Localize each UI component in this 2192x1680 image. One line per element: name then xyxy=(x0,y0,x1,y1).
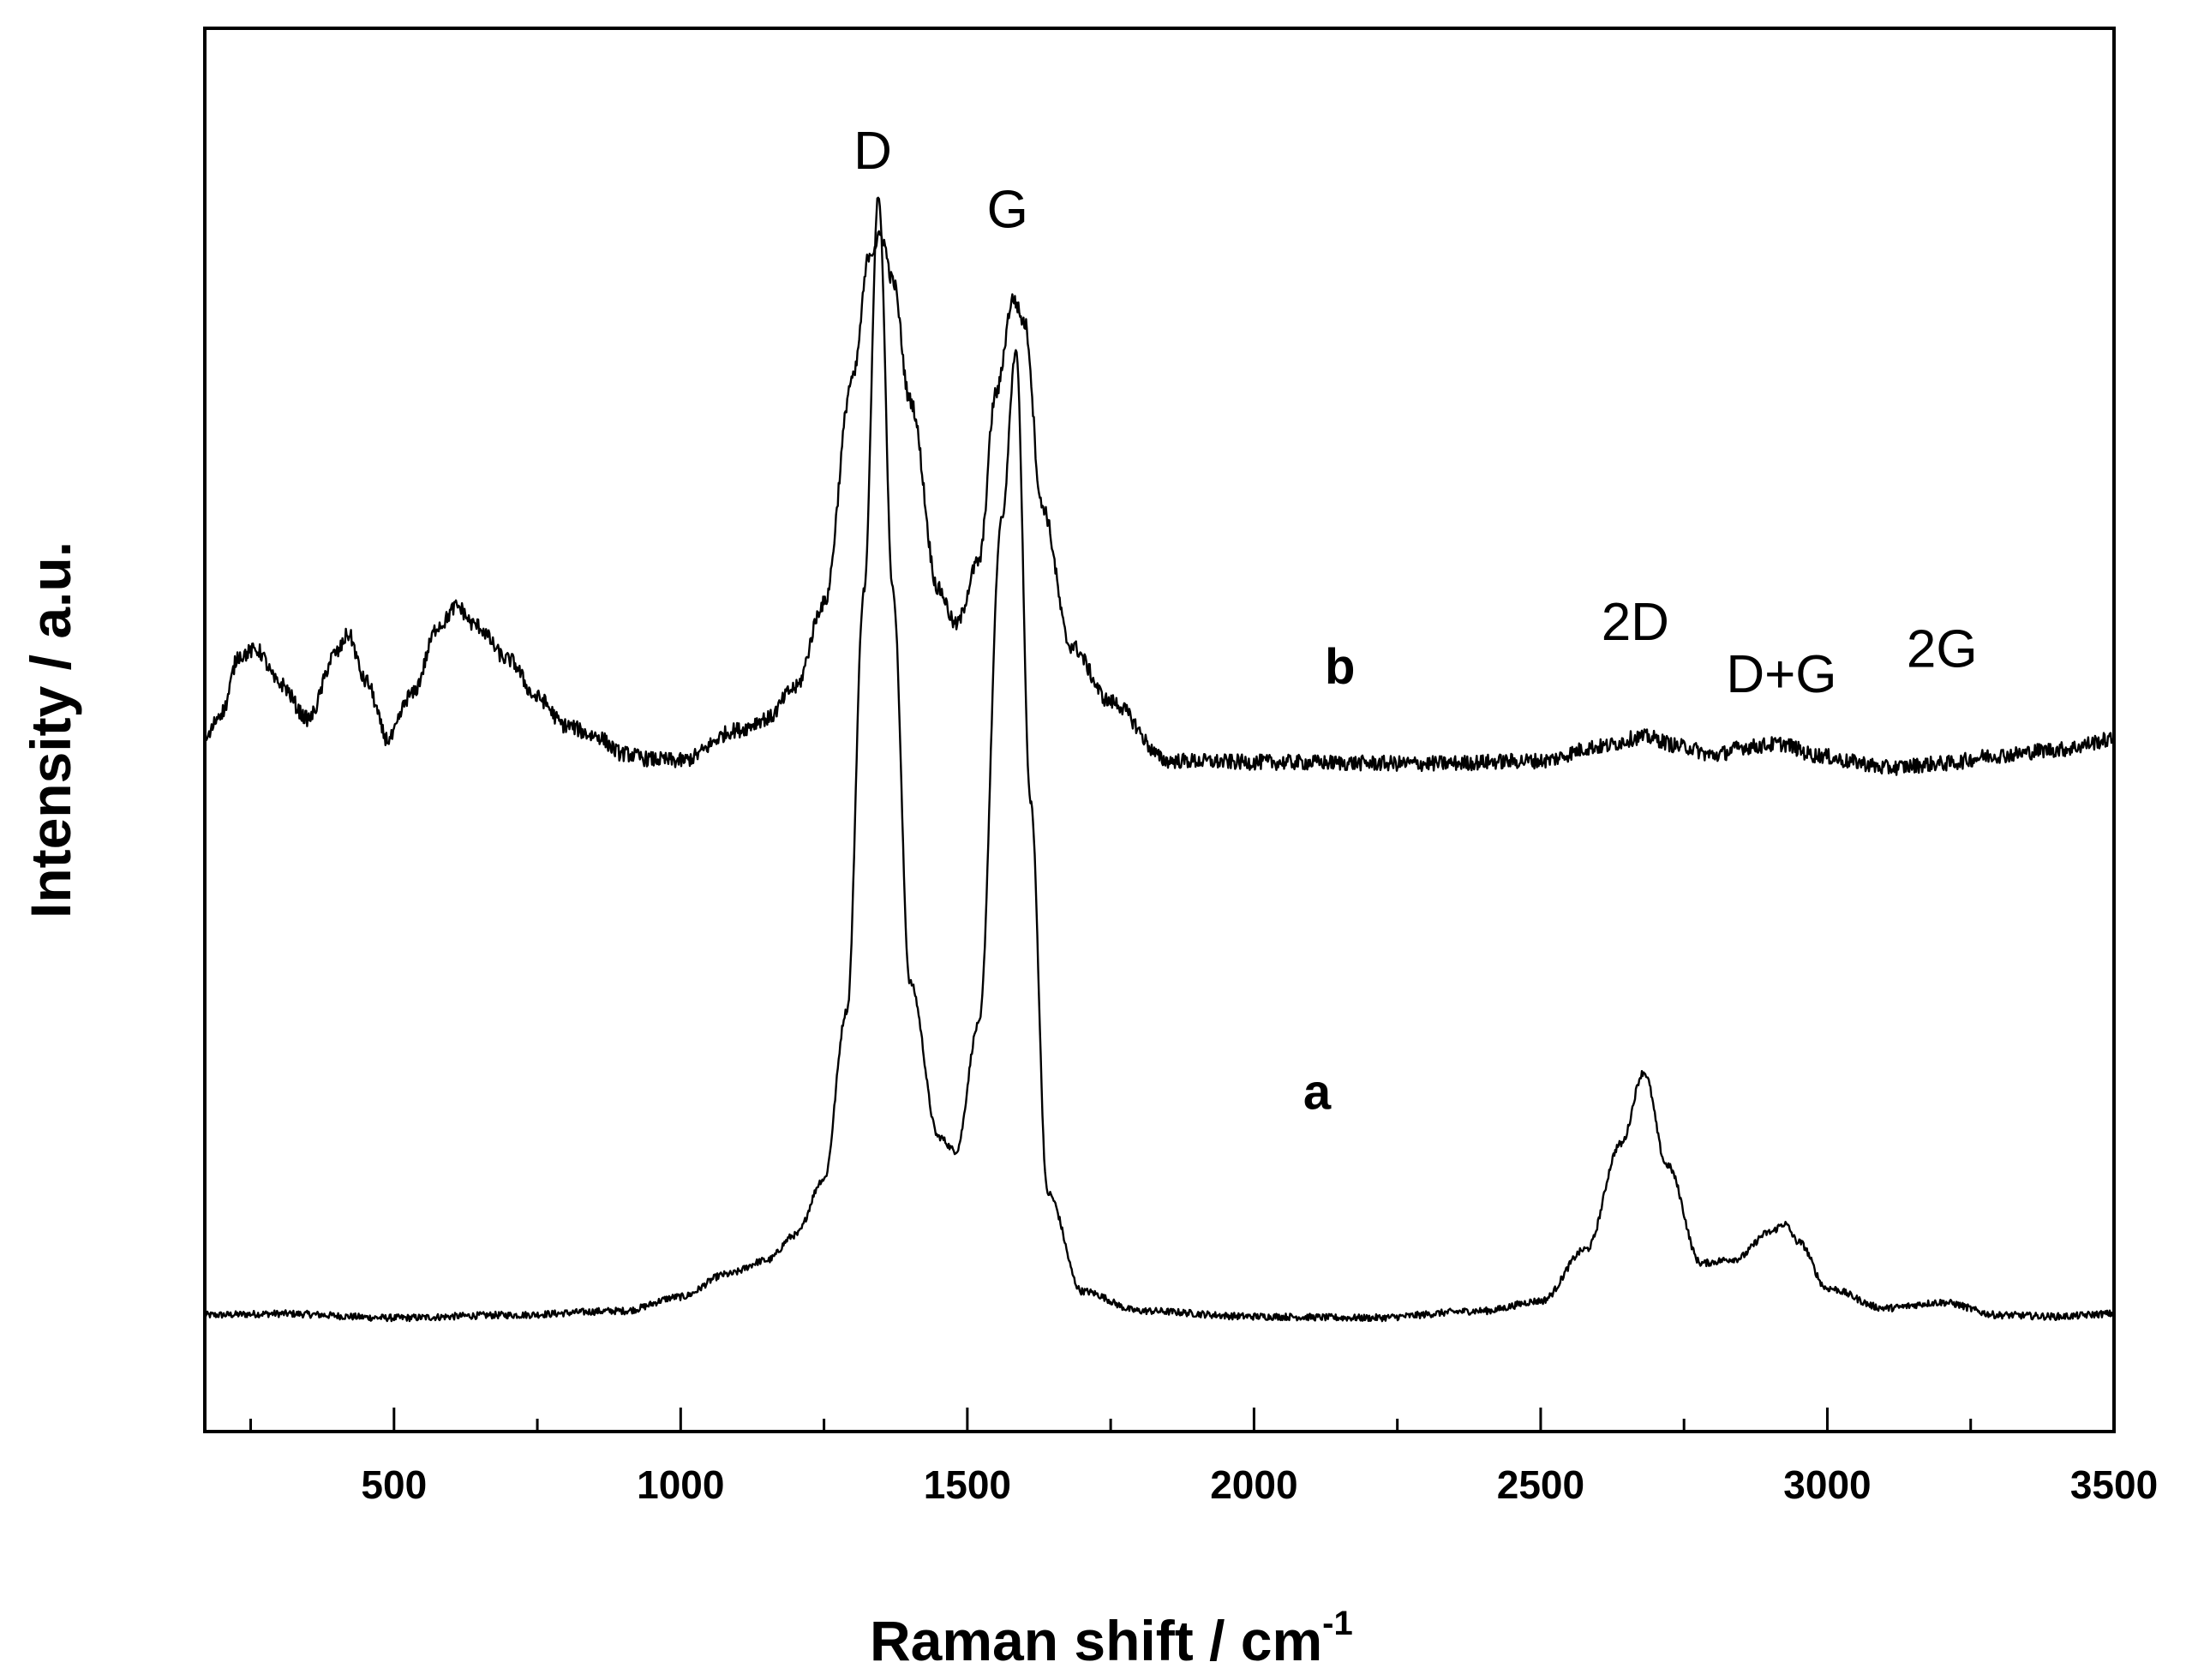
x-tick-label: 3500 xyxy=(2070,1462,2158,1507)
x-tick-label: 2000 xyxy=(1210,1462,1297,1507)
series-label-a: a xyxy=(1303,1064,1332,1120)
peak-label: G xyxy=(987,181,1028,240)
peak-label: D+G xyxy=(1726,645,1836,704)
spectrum-line-b xyxy=(203,230,2116,776)
x-tick-label: 1500 xyxy=(924,1462,1011,1507)
peak-label: 2G xyxy=(1907,619,1978,679)
peak-annotations: D G 2D D+G 2G xyxy=(853,122,1978,704)
series-labels: ab xyxy=(1303,639,1356,1120)
x-axis-title-main: Raman shift / cm xyxy=(870,1609,1322,1672)
x-tick-label: 1000 xyxy=(637,1462,724,1507)
peak-label: D xyxy=(853,122,892,181)
x-axis-title-superscript: -1 xyxy=(1322,1605,1353,1642)
series-label-b: b xyxy=(1325,639,1355,695)
x-axis-title: Raman shift / cm-1 xyxy=(870,1605,1353,1672)
x-tick-label: 2500 xyxy=(1497,1462,1584,1507)
x-axis-ticks xyxy=(249,1408,2116,1432)
x-axis-tick-labels: 500 1000 1500 2000 2500 3000 3500 xyxy=(361,1462,2158,1507)
x-tick-label: 500 xyxy=(361,1462,427,1507)
y-axis-title: Intensity / a.u. xyxy=(19,541,82,918)
spectrum-line-a xyxy=(203,196,2116,1323)
spectra xyxy=(203,196,2116,1323)
x-tick-label: 3000 xyxy=(1783,1462,1871,1507)
plot-frame xyxy=(203,27,2116,1433)
peak-label: 2D xyxy=(1602,593,1669,652)
